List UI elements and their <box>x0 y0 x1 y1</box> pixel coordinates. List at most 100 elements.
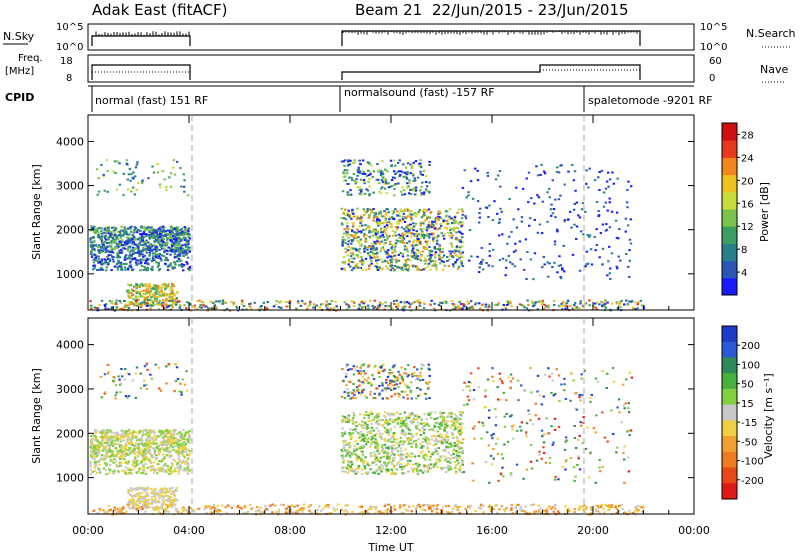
range-cell <box>138 255 141 258</box>
range-cell <box>446 439 450 442</box>
range-cell <box>352 301 356 304</box>
range-cell <box>372 451 376 454</box>
range-cell <box>155 454 158 457</box>
range-cell <box>422 191 426 194</box>
range-cell <box>127 239 131 242</box>
range-cell <box>536 194 539 197</box>
range-cell <box>164 288 167 291</box>
range-cell <box>542 255 545 258</box>
range-cell <box>358 225 361 228</box>
range-cell <box>328 302 332 305</box>
range-cell <box>426 215 429 218</box>
range-cell <box>174 450 178 453</box>
range-cell <box>467 302 470 305</box>
range-cell <box>424 208 428 211</box>
range-cell <box>399 173 402 176</box>
range-cell <box>185 233 188 236</box>
range-cell <box>624 217 628 220</box>
range-cell <box>168 429 171 432</box>
range-cell <box>108 468 111 471</box>
range-cell <box>456 267 460 270</box>
range-cell <box>163 284 166 287</box>
range-cell <box>176 290 179 293</box>
range-cell <box>172 492 175 495</box>
range-cell <box>307 305 310 308</box>
range-cell <box>103 228 106 231</box>
range-cell <box>363 250 366 253</box>
range-cell <box>540 232 544 235</box>
range-cell <box>358 260 362 263</box>
range-cell <box>369 464 372 467</box>
range-cell <box>399 453 403 456</box>
range-cell <box>164 284 168 287</box>
range-cell <box>352 267 355 270</box>
range-cell <box>424 267 427 270</box>
range-cell <box>398 214 401 217</box>
range-cell <box>105 266 109 269</box>
range-cell <box>115 188 119 191</box>
range-cell <box>356 207 359 210</box>
range-cell <box>106 169 109 172</box>
range-cell <box>152 299 155 302</box>
range-cell <box>356 174 359 177</box>
range-cell <box>415 243 418 246</box>
range-cell <box>402 163 405 166</box>
range-cell <box>440 260 444 263</box>
range-cell <box>105 456 108 459</box>
range-cell <box>130 173 133 176</box>
range-cell <box>423 219 427 222</box>
range-cell <box>126 304 130 307</box>
range-cell <box>406 427 409 430</box>
range-cell <box>108 440 111 443</box>
range-cell <box>581 202 585 205</box>
range-cell <box>176 254 180 257</box>
range-cell <box>354 182 358 185</box>
range-cell <box>579 302 582 305</box>
range-cell <box>430 232 434 235</box>
range-cell <box>421 445 424 448</box>
range-cell <box>346 471 349 474</box>
range-cell <box>130 309 134 312</box>
range-cell <box>106 231 109 234</box>
range-cell <box>360 243 363 246</box>
range-cell <box>161 489 165 492</box>
range-cell <box>111 453 114 456</box>
range-cell <box>144 433 147 436</box>
range-cell <box>128 493 132 496</box>
range-cell <box>156 163 159 166</box>
range-cell <box>157 269 161 272</box>
range-cell <box>102 467 106 470</box>
range-cell <box>160 254 164 257</box>
range-cell <box>143 498 146 501</box>
range-cell <box>411 173 415 176</box>
range-cell <box>362 170 365 173</box>
range-cell <box>152 499 156 502</box>
range-cell <box>180 393 183 396</box>
range-cell <box>400 417 404 420</box>
range-cell <box>114 384 118 387</box>
range-cell <box>459 239 462 242</box>
range-cell <box>162 502 166 505</box>
range-cell <box>362 208 366 211</box>
range-cell <box>171 299 174 302</box>
range-cell <box>118 265 121 268</box>
range-cell <box>401 441 405 444</box>
range-cell <box>439 212 442 215</box>
range-cell <box>200 306 203 309</box>
range-cell <box>183 239 186 242</box>
range-cell <box>549 214 553 217</box>
range-cell <box>154 254 158 257</box>
range-cell <box>142 472 145 475</box>
range-cell <box>501 257 505 260</box>
range-cell <box>174 234 178 237</box>
range-cell <box>168 176 171 179</box>
range-cell <box>360 188 363 191</box>
range-cell <box>467 194 470 197</box>
range-cell <box>107 364 111 367</box>
range-cell <box>148 452 151 455</box>
range-cell <box>149 461 152 464</box>
range-cell <box>372 216 376 219</box>
range-cell <box>170 246 173 249</box>
range-cell <box>449 254 452 257</box>
